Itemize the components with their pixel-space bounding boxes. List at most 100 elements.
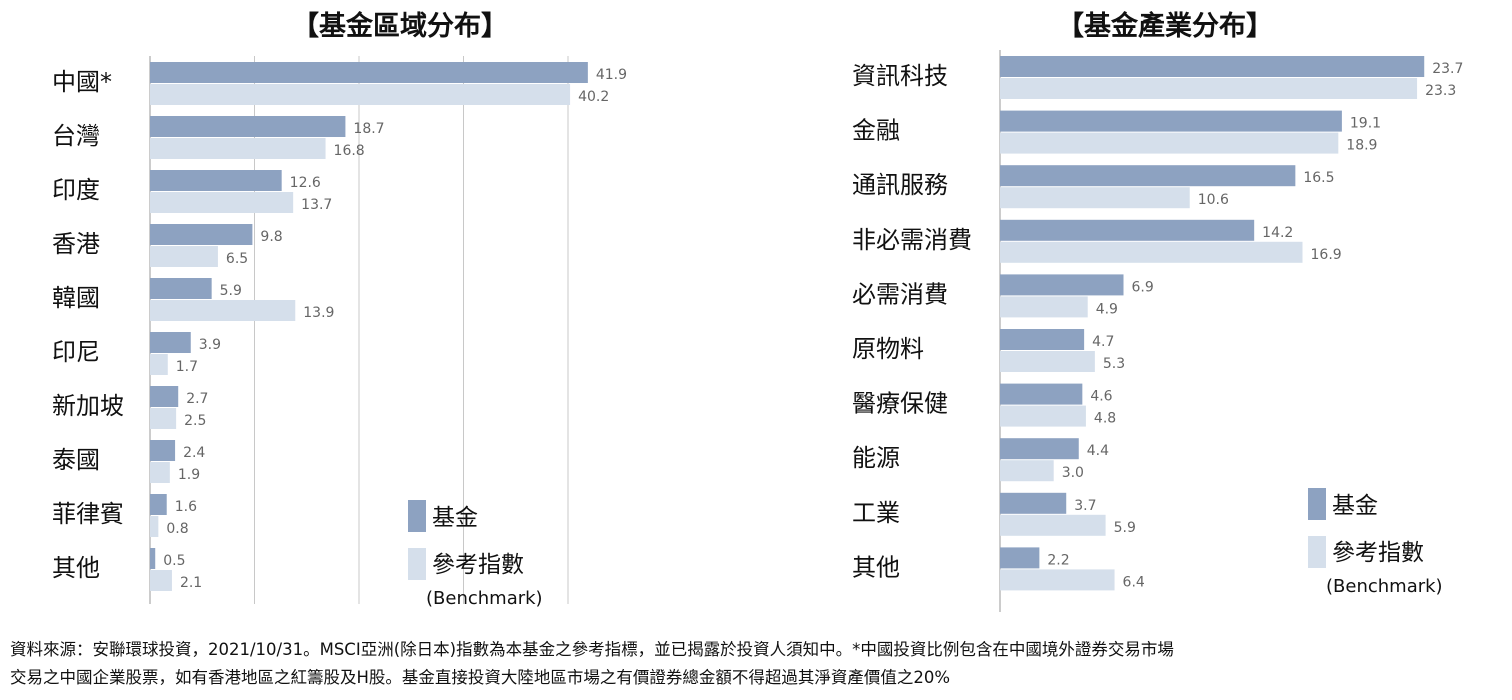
industry-category-label: 通訊服務 (852, 171, 948, 199)
region-fund-value-label: 5.9 (220, 283, 242, 299)
region-benchmark-value-label: 1.7 (176, 359, 198, 375)
industry-benchmark-value-label: 5.3 (1103, 356, 1125, 372)
region-benchmark-bar (150, 462, 170, 483)
industry-category-label: 其他 (852, 553, 900, 581)
region-legend-benchmark-sub: (Benchmark) (426, 588, 543, 609)
industry-legend-benchmark-label: 參考指數 (1332, 540, 1424, 566)
industry-fund-bar (1000, 219, 1255, 241)
region-benchmark-value-label: 40.2 (578, 89, 609, 105)
industry-legend-fund-label: 基金 (1332, 493, 1378, 519)
industry-category-label: 金融 (852, 117, 900, 145)
region-fund-value-label: 9.8 (260, 229, 282, 245)
region-benchmark-value-label: 1.9 (178, 467, 200, 483)
industry-benchmark-value-label: 5.9 (1114, 520, 1136, 536)
industry-benchmark-bar (1000, 405, 1086, 427)
industry-fund-bar (1000, 547, 1040, 569)
industry-benchmark-value-label: 4.8 (1094, 411, 1116, 427)
region-benchmark-value-label: 13.9 (303, 305, 334, 321)
region-benchmark-value-label: 2.5 (184, 413, 206, 429)
industry-legend-fund-swatch (1308, 488, 1326, 520)
industry-benchmark-bar (1000, 514, 1106, 536)
industry-benchmark-bar (1000, 241, 1303, 263)
industry-benchmark-bar (1000, 569, 1115, 591)
industry-fund-value-label: 6.9 (1132, 279, 1154, 295)
industry-benchmark-value-label: 4.9 (1096, 301, 1118, 317)
region-category-label: 菲律賓 (52, 500, 124, 528)
industry-benchmark-bar (1000, 351, 1095, 372)
industry-category-label: 工業 (852, 499, 900, 527)
region-benchmark-bar (150, 408, 177, 429)
region-benchmark-value-label: 16.8 (334, 143, 365, 159)
industry-category-label: 醫療保健 (852, 390, 948, 418)
industry-benchmark-bar (1000, 78, 1418, 99)
industry-benchmark-value-label: 10.6 (1198, 192, 1229, 208)
region-benchmark-value-label: 6.5 (226, 251, 248, 267)
region-benchmark-bar (150, 246, 218, 267)
industry-fund-bar (1000, 56, 1425, 77)
region-benchmark-bar (150, 570, 172, 591)
industry-fund-value-label: 16.5 (1303, 170, 1334, 186)
region-benchmark-bar (150, 84, 571, 105)
region-fund-bar (150, 332, 191, 353)
industry-category-label: 非必需消費 (852, 226, 972, 254)
industry-benchmark-value-label: 18.9 (1346, 138, 1377, 154)
region-legend-benchmark-swatch (408, 548, 426, 580)
region-category-label: 新加坡 (52, 392, 124, 420)
industry-fund-value-label: 3.7 (1074, 498, 1096, 514)
region-legend-fund-swatch (408, 500, 426, 532)
industry-fund-value-label: 14.2 (1262, 225, 1293, 241)
industry-benchmark-value-label: 6.4 (1123, 574, 1145, 590)
industry-legend-benchmark-swatch (1308, 536, 1326, 568)
region-category-label: 香港 (52, 230, 100, 258)
industry-fund-value-label: 19.1 (1350, 116, 1381, 132)
region-category-label: 台灣 (52, 122, 100, 150)
region-fund-value-label: 12.6 (290, 175, 321, 191)
region-fund-value-label: 3.9 (199, 337, 221, 353)
region-category-label: 印度 (52, 176, 100, 204)
industry-fund-value-label: 4.7 (1092, 334, 1114, 350)
region-benchmark-bar (150, 192, 294, 213)
region-chart: 中國* 41.9 40.2 台灣 18.7 16.8 印度 12.6 13.7 香港 9.8 6.5 韓… (52, 56, 627, 609)
industry-chart: 資訊科技 23.7 23.3 金融 19.1 18.9 通訊服務 16.5 10.6 非必需消費 1… (852, 50, 1463, 612)
industry-category-label: 必需消費 (852, 280, 948, 308)
region-benchmark-bar (150, 300, 296, 321)
industry-benchmark-bar (1000, 187, 1190, 209)
footnote-line-2: 交易之中國企業股票，如有香港地區之紅籌股及H股。基金直接投資大陸地區市場之有價證… (10, 668, 951, 687)
region-fund-bar (150, 494, 167, 515)
region-fund-bar (150, 440, 176, 461)
industry-fund-value-label: 4.6 (1090, 389, 1112, 405)
region-fund-value-label: 2.7 (186, 391, 208, 407)
industry-benchmark-bar (1000, 460, 1054, 482)
industry-fund-value-label: 23.7 (1432, 61, 1463, 77)
region-benchmark-bar (150, 516, 159, 537)
region-benchmark-bar (150, 354, 168, 375)
region-category-label: 其他 (52, 554, 100, 582)
region-fund-bar (150, 386, 179, 407)
footnote-line-1: 資料來源：安聯環球投資，2021/10/31。MSCI亞洲(除日本)指數為本基金… (10, 640, 1174, 659)
industry-category-label: 資訊科技 (852, 62, 948, 90)
region-fund-value-label: 2.4 (183, 445, 205, 461)
region-fund-bar (150, 224, 253, 245)
industry-benchmark-bar (1000, 296, 1088, 318)
source-footnote: 資料來源：安聯環球投資，2021/10/31。MSCI亞洲(除日本)指數為本基金… (10, 636, 1505, 692)
region-fund-bar (150, 116, 346, 137)
region-fund-value-label: 0.5 (163, 553, 185, 569)
region-fund-bar (150, 548, 156, 569)
region-legend-fund-label: 基金 (432, 505, 478, 531)
region-fund-value-label: 18.7 (353, 121, 384, 137)
industry-fund-bar (1000, 274, 1124, 296)
region-category-label: 泰國 (52, 446, 100, 474)
region-fund-bar (150, 278, 212, 299)
industry-fund-value-label: 2.2 (1047, 552, 1069, 568)
region-fund-value-label: 41.9 (596, 67, 627, 83)
charts-canvas: 中國* 41.9 40.2 台灣 18.7 16.8 印度 12.6 13.7 香港 9.8 6.5 韓… (52, 50, 1463, 612)
region-legend-benchmark-label: 參考指數 (432, 552, 524, 578)
industry-fund-bar (1000, 329, 1085, 350)
industry-legend-benchmark-sub: (Benchmark) (1326, 576, 1443, 597)
region-benchmark-value-label: 0.8 (166, 521, 188, 537)
industry-fund-bar (1000, 438, 1079, 460)
industry-benchmark-value-label: 16.9 (1311, 247, 1342, 263)
region-category-label: 印尼 (52, 338, 100, 366)
